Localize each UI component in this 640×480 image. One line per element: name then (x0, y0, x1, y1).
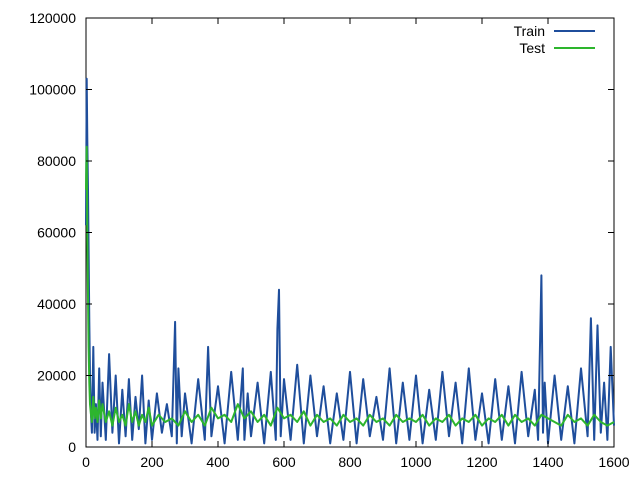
x-tick-label: 0 (82, 454, 90, 470)
y-tick-label: 100000 (29, 82, 76, 98)
series-layer (85, 77, 615, 445)
y-axis: 0 20000 40000 60000 80000 100000 120000 (29, 10, 614, 455)
x-tick-label: 1200 (466, 454, 497, 470)
x-axis: 0 200 400 600 800 1000 1200 1400 1600 (82, 18, 630, 470)
series-line-train (85, 77, 615, 445)
y-tick-label: 0 (68, 439, 76, 455)
x-tick-label: 200 (140, 454, 164, 470)
x-tick-label: 400 (206, 454, 230, 470)
y-tick-label: 60000 (37, 225, 76, 241)
y-tick-label: 40000 (37, 296, 76, 312)
y-tick-label: 20000 (37, 368, 76, 384)
x-tick-label: 1000 (400, 454, 431, 470)
x-tick-label: 800 (338, 454, 362, 470)
series-line-test (85, 145, 615, 427)
legend-label-train: Train (514, 23, 545, 39)
x-tick-label: 1600 (598, 454, 629, 470)
x-tick-label: 600 (272, 454, 296, 470)
y-tick-label: 120000 (29, 10, 76, 26)
x-tick-label: 1400 (532, 454, 563, 470)
legend-label-test: Test (519, 40, 545, 56)
y-tick-label: 80000 (37, 153, 76, 169)
